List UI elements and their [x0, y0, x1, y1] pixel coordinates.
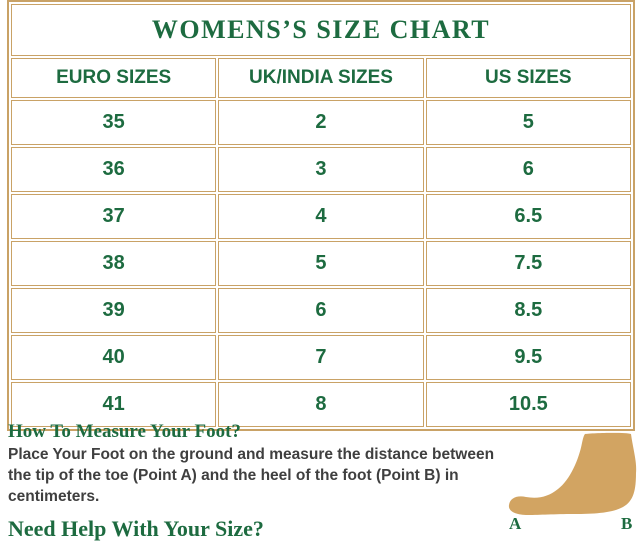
page-title: WOMENS’S SIZE CHART: [11, 4, 631, 56]
uk-india-size-cell: 4: [218, 194, 424, 239]
table-row: 40 7 9.5: [11, 335, 631, 380]
uk-india-size-cell: 8: [218, 382, 424, 427]
point-b-label: B: [621, 514, 633, 533]
uk-india-size-cell: 7: [218, 335, 424, 380]
us-size-cell: 5: [425, 100, 631, 145]
uk-india-size-cell: 2: [218, 100, 424, 145]
column-header-us: US SIZES: [425, 58, 631, 98]
header-row: EURO SIZES UK/INDIA SIZES US SIZES: [11, 58, 631, 98]
us-size-cell: 8.5: [425, 288, 631, 333]
table-row: 41 8 10.5: [11, 382, 631, 427]
column-header-uk-india: UK/INDIA SIZES: [218, 58, 424, 98]
us-size-cell: 6.5: [425, 194, 631, 239]
table-row: 35 2 5: [11, 100, 631, 145]
euro-size-cell: 35: [11, 100, 217, 145]
measure-instructions-text: Place Your Foot on the ground and measur…: [8, 446, 495, 505]
size-chart-table: WOMENS’S SIZE CHART EURO SIZES UK/INDIA …: [7, 0, 635, 431]
table-row: 39 6 8.5: [11, 288, 631, 333]
euro-size-cell: 37: [11, 194, 217, 239]
uk-india-size-cell: 6: [218, 288, 424, 333]
title-row: WOMENS’S SIZE CHART: [11, 4, 631, 56]
uk-india-size-cell: 5: [218, 241, 424, 286]
table-row: 36 3 6: [11, 147, 631, 192]
measure-foot-heading: How To Measure Your Foot?: [8, 421, 241, 442]
euro-size-cell: 41: [11, 382, 217, 427]
euro-size-cell: 39: [11, 288, 217, 333]
euro-size-cell: 36: [11, 147, 217, 192]
uk-india-size-cell: 3: [218, 147, 424, 192]
us-size-cell: 6: [425, 147, 631, 192]
foot-side-icon: [508, 432, 637, 515]
column-header-euro: EURO SIZES: [11, 58, 217, 98]
size-help-heading: Need Help With Your Size?: [8, 516, 264, 541]
euro-size-cell: 40: [11, 335, 217, 380]
size-chart-page: WOMENS’S SIZE CHART EURO SIZES UK/INDIA …: [7, 0, 637, 541]
table-row: 37 4 6.5: [11, 194, 631, 239]
table-row: 38 5 7.5: [11, 241, 631, 286]
euro-size-cell: 38: [11, 241, 217, 286]
us-size-cell: 10.5: [425, 382, 631, 427]
point-a-label: A: [509, 514, 522, 533]
us-size-cell: 7.5: [425, 241, 631, 286]
us-size-cell: 9.5: [425, 335, 631, 380]
